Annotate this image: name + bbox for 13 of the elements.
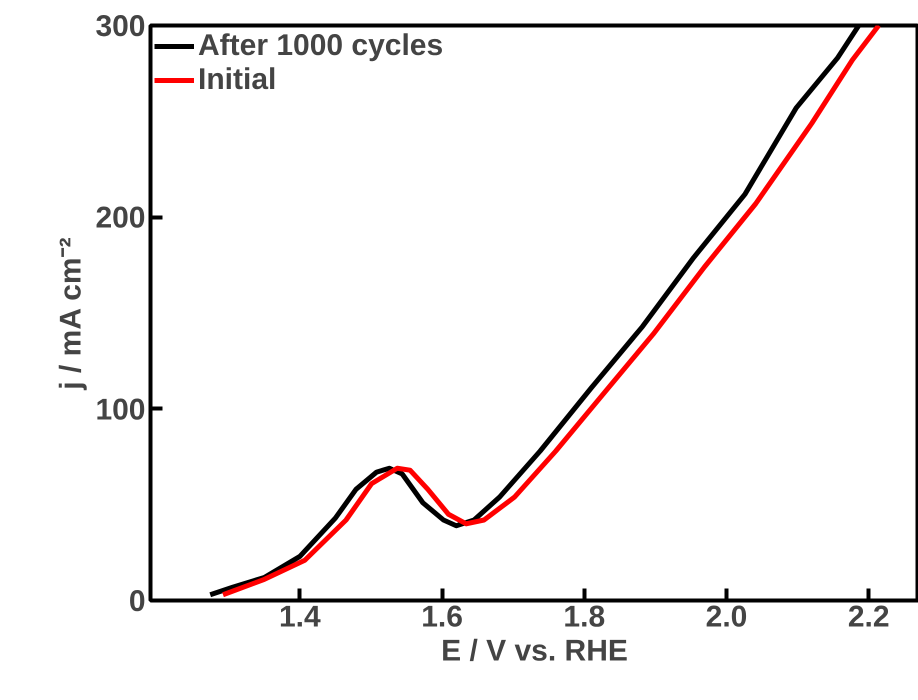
y-axis-title: j / mA cm⁻² [54,237,88,391]
y-tick-label: 0 [128,585,146,618]
y-tick-label: 100 [95,393,146,426]
x-tick-label: 1.6 [421,600,463,634]
x-tick-label: 2.0 [706,600,748,634]
x-tick-label: 1.4 [278,600,321,634]
y-tick-label: 300 [95,10,146,43]
x-tick-label: 2.2 [848,600,890,634]
legend-label: Initial [198,63,276,97]
x-tick-label: 1.8 [563,600,606,634]
x-axis-title: E / V vs. RHE [441,634,628,668]
legend-label: After 1000 cycles [198,29,444,63]
y-tick-label: 200 [95,202,146,235]
